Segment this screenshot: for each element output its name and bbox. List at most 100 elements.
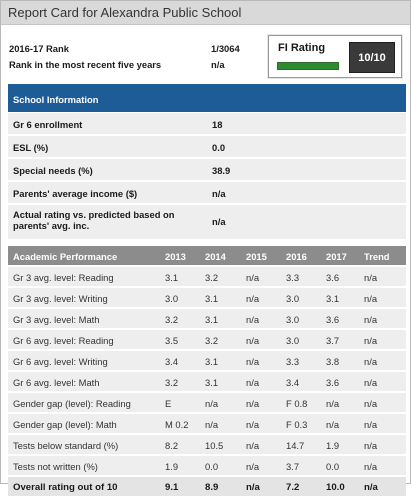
value-cell: n/a — [246, 314, 260, 325]
value-cell: M 0.2 — [165, 419, 189, 430]
value-cell: 3.2 — [165, 314, 179, 325]
value-cell: 14.7 — [286, 440, 305, 451]
school-info-row: Gr 6 enrollment 18 — [8, 113, 406, 136]
value-cell: 3.7 — [286, 461, 300, 472]
fi-rating-label: FI Rating — [278, 42, 326, 54]
school-info-row: Actual rating vs. predicted based on par… — [8, 205, 406, 241]
academic-performance-table: Academic Performance 2013 2014 2015 2016 2017… — [8, 246, 406, 498]
value-cell: 1.9 — [165, 461, 179, 472]
value-cell: 1.9 — [326, 440, 340, 451]
academic-row: Gender gap (level): Math M 0.2 n/a n/a F 0.3… — [8, 414, 406, 435]
value-cell: n/a — [364, 419, 378, 430]
school-info-label: Parents' average income ($) — [13, 188, 138, 199]
value-cell: n/a — [364, 314, 378, 325]
value-cell: 8.2 — [165, 440, 179, 451]
value-cell: n/a — [246, 335, 260, 346]
value-cell: 2014 — [205, 251, 226, 262]
value-cell: 3.1 — [205, 356, 219, 367]
fi-rating-box: FI Rating 10/10 — [268, 35, 402, 78]
value-cell: 3.1 — [205, 377, 219, 388]
academic-row: Gr 3 avg. level: Reading 3.1 3.2 n/a 3.3 3.6 n… — [8, 267, 406, 288]
page-title: Report Card for Alexandra Public School — [8, 5, 242, 20]
academic-row: Gr 6 avg. level: Writing 3.4 3.1 n/a 3.3 3.8 n… — [8, 351, 406, 372]
value-cell: 3.2 — [205, 272, 219, 283]
value-cell: n/a — [364, 272, 378, 283]
value-cell: 3.0 — [286, 314, 300, 325]
school-info-value: n/a — [212, 216, 226, 227]
school-info-row: Parents' average income ($) n/a — [8, 182, 406, 205]
academic-row: Tests not written (%) 1.9 0.0 n/a 3.7 0.0 n/a — [8, 456, 406, 477]
row-label-cell: Tests not written (%) — [13, 461, 98, 472]
row-label-cell: Gr 6 avg. level: Math — [13, 377, 100, 388]
value-cell: n/a — [246, 419, 260, 430]
value-cell: 3.3 — [286, 272, 300, 283]
value-cell: 3.6 — [326, 314, 340, 325]
school-info-label: Special needs (%) — [13, 165, 93, 176]
value-cell: 0.0 — [326, 461, 340, 472]
value-cell: 3.1 — [326, 293, 340, 304]
row-label-cell: Gr 3 avg. level: Writing — [13, 293, 108, 304]
value-cell: 3.1 — [205, 314, 219, 325]
value-cell: 10.5 — [205, 440, 224, 451]
school-info-value: n/a — [212, 188, 226, 199]
value-cell: F 0.3 — [286, 419, 308, 430]
school-info-value: 38.9 — [212, 165, 231, 176]
value-cell: n/a — [364, 398, 378, 409]
school-info-value: 0.0 — [212, 142, 226, 153]
value-cell: n/a — [326, 398, 340, 409]
row-label-cell: Gr 6 avg. level: Writing — [13, 356, 108, 367]
value-cell: 3.2 — [165, 377, 179, 388]
school-info-row: ESL (%) 0.0 — [8, 136, 406, 159]
value-cell: n/a — [246, 272, 260, 283]
value-cell: n/a — [246, 440, 260, 451]
five-year-rank-label: Rank in the most recent five years — [9, 59, 162, 70]
five-year-rank-value: n/a — [211, 59, 225, 70]
value-cell: n/a — [364, 377, 378, 388]
academic-row: Gr 6 avg. level: Reading 3.5 3.2 n/a 3.0 3.7 n… — [8, 330, 406, 351]
value-cell: 3.6 — [326, 272, 340, 283]
value-cell: n/a — [205, 398, 219, 409]
value-cell: n/a — [326, 419, 340, 430]
value-cell: 3.4 — [165, 356, 179, 367]
value-cell: n/a — [364, 440, 378, 451]
row-label-cell: Gr 6 avg. level: Reading — [13, 335, 114, 346]
value-cell: 2016 — [286, 251, 307, 262]
value-cell: 3.0 — [165, 293, 179, 304]
value-cell: n/a — [205, 419, 219, 430]
value-cell: 2015 — [246, 251, 267, 262]
school-info-value: 18 — [212, 119, 223, 130]
value-cell: Trend — [364, 251, 390, 262]
value-cell: 3.6 — [326, 377, 340, 388]
row-label-cell: Gender gap (level): Math — [13, 419, 117, 430]
rank-value: 1/3064 — [211, 43, 240, 54]
value-cell: 3.0 — [286, 335, 300, 346]
school-information-table: Gr 6 enrollment 18 ESL (%) 0.0 Special needs… — [8, 113, 406, 241]
value-cell: 3.1 — [165, 272, 179, 283]
value-cell: n/a — [364, 356, 378, 367]
value-cell: 3.7 — [326, 335, 340, 346]
row-label-cell: Gender gap (level): Reading — [13, 398, 131, 409]
row-label-cell: Tests below standard (%) — [13, 440, 119, 451]
fi-rating-bar-fill — [278, 63, 338, 69]
value-cell: 3.2 — [205, 335, 219, 346]
value-cell: 3.4 — [286, 377, 300, 388]
academic-row: Tests below standard (%) 8.2 10.5 n/a 14.7 1.… — [8, 435, 406, 456]
value-cell: 3.8 — [326, 356, 340, 367]
overall-rating-row: Overall rating out of 10 9.1 8.9 n/a 7.2 10.0… — [8, 477, 406, 498]
value-cell: E — [165, 398, 172, 409]
academic-row: Gr 3 avg. level: Writing 3.0 3.1 n/a 3.0 3.1 n… — [8, 288, 406, 309]
value-cell: 3.5 — [165, 335, 179, 346]
value-cell: 2017 — [326, 251, 347, 262]
school-information-header: School Information — [8, 84, 406, 112]
value-cell: n/a — [246, 293, 260, 304]
academic-header-row: Academic Performance 2013 2014 2015 2016 2017… — [8, 246, 406, 267]
value-cell: 2013 — [165, 251, 186, 262]
school-info-label: ESL (%) — [13, 142, 49, 153]
row-label-cell: Academic Performance — [13, 251, 118, 262]
academic-row: Gr 6 avg. level: Math 3.2 3.1 n/a 3.4 3.6 n/a — [8, 372, 406, 393]
school-info-label: Actual rating vs. predicted based on par… — [13, 209, 175, 231]
school-info-row: Special needs (%) 38.9 — [8, 159, 406, 182]
value-cell: 3.3 — [286, 356, 300, 367]
